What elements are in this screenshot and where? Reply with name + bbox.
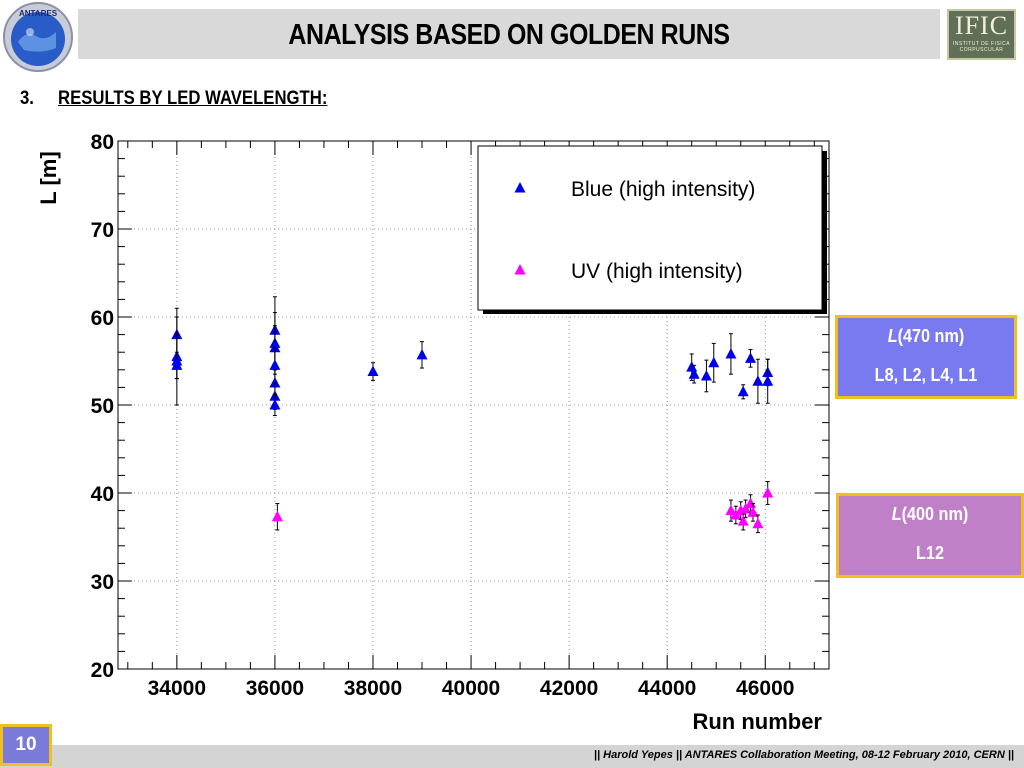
header-bar <box>78 9 940 59</box>
section-number: 3. <box>20 88 34 109</box>
data-point <box>416 348 428 360</box>
data-point <box>762 487 774 498</box>
y-tick-label: 20 <box>91 659 114 682</box>
y-tick-label: 40 <box>91 483 114 506</box>
info-box-470nm: L(470 nm) L8, L2, L4, L1 <box>835 315 1017 399</box>
data-point <box>688 368 700 379</box>
y-tick-label: 60 <box>91 307 114 330</box>
x-axis-label: Run number <box>692 709 822 734</box>
series-blue <box>171 296 774 417</box>
tick-labels: 34000 36000 38000 40000 42000 44000 46000 20 30 4… <box>91 131 795 700</box>
data-point <box>700 369 712 381</box>
series-uv <box>271 481 774 534</box>
svg-text:ANTARES: ANTARES <box>19 9 58 18</box>
info-box-470nm-detectors: L8, L2, L4, L1 <box>874 365 978 385</box>
info-box-400nm-detectors: L12 <box>916 543 944 563</box>
info-box-470nm-wavelength: (470 nm) <box>897 326 965 346</box>
x-tick-label: 34000 <box>148 677 206 700</box>
info-box-400nm-wavelength: (400 nm) <box>901 504 969 524</box>
data-point <box>745 497 757 509</box>
legend-label: UV (high intensity) <box>571 260 743 283</box>
data-point <box>708 356 720 368</box>
data-point <box>367 365 379 377</box>
section-heading: RESULTS BY LED WAVELENGTH: <box>58 88 328 109</box>
data-point <box>752 375 764 386</box>
axis-ticks <box>118 140 829 670</box>
data-point <box>686 361 698 372</box>
x-tick-label: 44000 <box>638 677 696 700</box>
x-tick-label: 38000 <box>344 677 402 700</box>
ific-logo: IFIC INSTITUT DE FISICA CORPUSCULAR <box>947 9 1016 60</box>
legend: Blue (high intensity) UV (high intensity) <box>477 145 827 314</box>
data-point <box>745 352 757 363</box>
data-point <box>725 347 737 359</box>
data-point <box>269 341 281 353</box>
slide-title: ANALYSIS BASED ON GOLDEN RUNS <box>288 19 730 51</box>
info-box-400nm: L(400 nm) L12 <box>836 493 1024 578</box>
y-tick-label: 50 <box>91 395 114 418</box>
x-tick-label: 46000 <box>736 677 794 700</box>
legend-label: Blue (high intensity) <box>571 178 755 201</box>
data-point <box>740 502 752 514</box>
ific-logo-subtext: INSTITUT DE FISICA CORPUSCULAR <box>952 41 1011 53</box>
data-point <box>269 359 281 370</box>
y-axis-label: L [m] <box>36 151 61 204</box>
data-point <box>269 377 281 388</box>
ific-logo-text: IFIC <box>954 11 1009 40</box>
data-point <box>747 506 759 517</box>
y-tick-label: 70 <box>91 219 114 242</box>
info-box-400nm-symbol: L <box>891 504 902 524</box>
page-number: 10 <box>0 724 52 766</box>
data-point <box>737 515 749 526</box>
footer-bar <box>0 745 1024 768</box>
data-point <box>271 510 283 522</box>
legend-marker <box>514 182 526 193</box>
x-tick-label: 36000 <box>246 677 304 700</box>
x-tick-label: 42000 <box>540 677 598 700</box>
y-tick-label: 80 <box>91 131 114 154</box>
footer-text: || Harold Yepes || ANTARES Collaboration… <box>593 749 1014 761</box>
legend-marker <box>514 264 526 275</box>
data-points <box>171 296 774 534</box>
info-box-470nm-symbol: L <box>887 326 898 346</box>
data-point <box>762 375 774 386</box>
legend-box <box>477 145 823 311</box>
data-point <box>171 359 183 370</box>
data-point <box>737 385 749 397</box>
data-point <box>269 399 281 410</box>
x-tick-label: 40000 <box>442 677 500 700</box>
data-point <box>752 517 764 529</box>
antares-logo: ANTARES <box>2 2 74 72</box>
y-tick-label: 30 <box>91 571 114 594</box>
data-point <box>725 504 737 516</box>
